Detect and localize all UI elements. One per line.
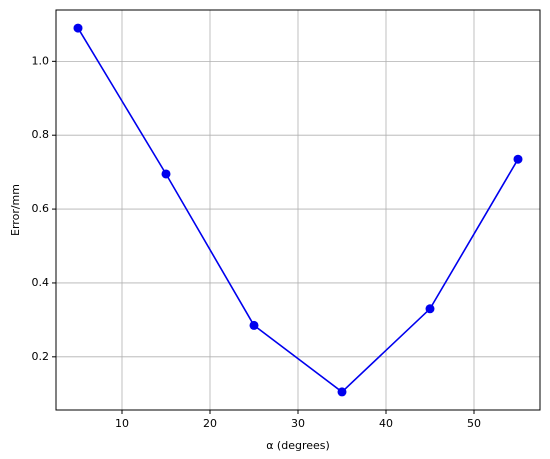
x-tick-label: 10: [115, 417, 129, 430]
x-tick-label: 50: [467, 417, 481, 430]
y-axis-label: Error/mm: [9, 184, 22, 236]
y-tick-label: 0.2: [32, 350, 50, 363]
y-tick-label: 1.0: [32, 54, 50, 67]
x-tick-label: 20: [203, 417, 217, 430]
x-tick-label: 30: [291, 417, 305, 430]
plot-frame: [55, 9, 541, 411]
point: [161, 169, 171, 179]
y-tick-label: 0.6: [32, 202, 50, 215]
point: [73, 23, 83, 33]
point: [249, 320, 259, 330]
y-tick-label: 0.8: [32, 128, 50, 141]
point: [425, 304, 435, 314]
x-axis-label: α (degrees): [266, 439, 330, 452]
point: [337, 387, 347, 397]
point: [513, 154, 523, 164]
x-tick-label: 40: [379, 417, 393, 430]
y-tick-label: 0.4: [32, 276, 50, 289]
line: [77, 27, 519, 393]
